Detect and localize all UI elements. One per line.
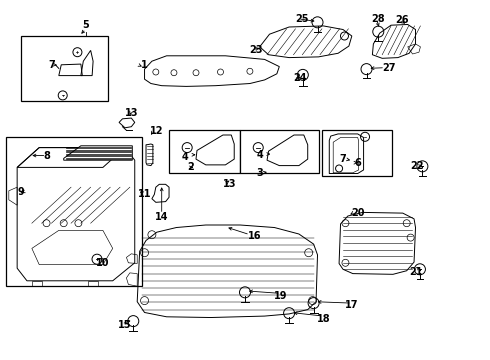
Text: 21: 21 [409, 267, 422, 277]
Text: 5: 5 [82, 20, 89, 30]
Text: 3: 3 [256, 168, 263, 178]
Text: 10: 10 [96, 258, 110, 268]
Bar [169, 130, 240, 173]
Text: 13: 13 [124, 108, 138, 118]
Text: 6: 6 [354, 158, 361, 168]
Text: 13: 13 [222, 179, 236, 189]
Text: 4: 4 [256, 150, 263, 160]
Text: 11: 11 [138, 189, 151, 199]
Bar [21, 36, 108, 101]
Text: 1: 1 [141, 60, 148, 70]
Text: 23: 23 [249, 45, 263, 55]
Polygon shape [64, 146, 132, 160]
Bar [6, 137, 142, 286]
Text: 9: 9 [17, 186, 24, 197]
Text: 19: 19 [274, 291, 288, 301]
Text: 16: 16 [248, 231, 262, 241]
Text: 25: 25 [295, 14, 309, 24]
Text: 4: 4 [181, 152, 188, 162]
Text: 15: 15 [118, 320, 132, 330]
Text: 7: 7 [48, 60, 55, 70]
Text: 20: 20 [351, 208, 365, 218]
Text: 8: 8 [43, 150, 50, 161]
Text: 26: 26 [395, 15, 409, 25]
Text: 7: 7 [340, 154, 346, 164]
Bar [322, 130, 392, 176]
Text: 17: 17 [345, 300, 359, 310]
Text: 28: 28 [371, 14, 385, 24]
Text: 18: 18 [317, 314, 330, 324]
Text: 12: 12 [150, 126, 164, 136]
Bar [240, 130, 318, 173]
Text: 2: 2 [188, 162, 195, 172]
Text: 22: 22 [411, 161, 424, 171]
Text: 27: 27 [382, 63, 395, 73]
Text: 24: 24 [294, 73, 307, 84]
Text: 14: 14 [155, 212, 169, 222]
